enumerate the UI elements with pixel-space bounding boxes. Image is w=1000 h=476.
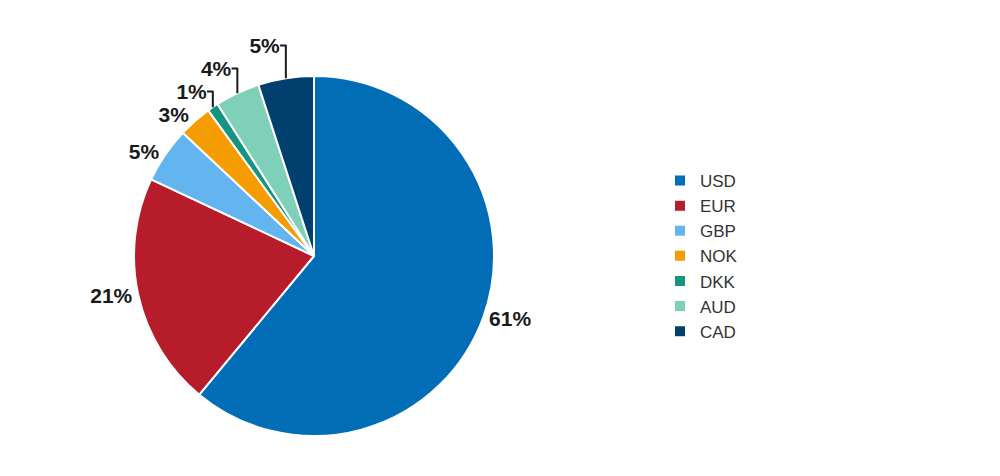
svg-text:AUD: AUD: [700, 298, 736, 317]
svg-text:1%: 1%: [176, 80, 207, 103]
svg-text:5%: 5%: [129, 140, 160, 163]
svg-text:USD: USD: [700, 172, 736, 191]
svg-text:EUR: EUR: [700, 197, 736, 216]
svg-text:CAD: CAD: [700, 323, 736, 342]
svg-text:3%: 3%: [159, 103, 190, 126]
svg-text:NOK: NOK: [700, 247, 738, 266]
svg-text:5%: 5%: [249, 34, 280, 57]
svg-text:4%: 4%: [201, 57, 232, 80]
svg-text:DKK: DKK: [700, 273, 736, 292]
svg-text:GBP: GBP: [700, 222, 736, 241]
svg-text:21%: 21%: [90, 284, 132, 307]
svg-text:61%: 61%: [489, 307, 531, 330]
